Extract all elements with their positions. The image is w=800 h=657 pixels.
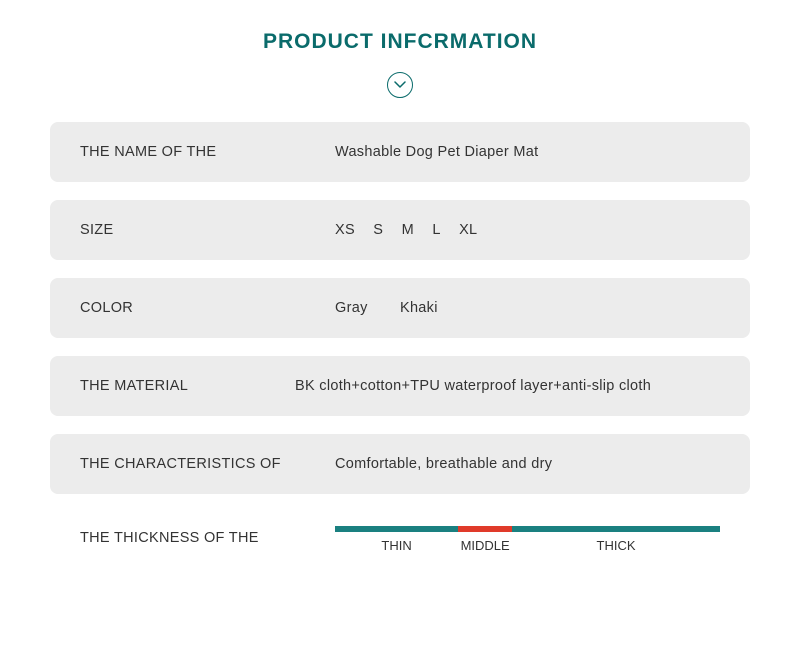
- thickness-ticks: THIN MIDDLE THICK: [335, 538, 720, 553]
- size-opt: XL: [459, 222, 477, 238]
- thickness-tick-thin: THIN: [335, 538, 458, 553]
- page-title: PRODUCT INFCRMATION: [0, 0, 800, 54]
- row-characteristics: THE CHARACTERISTICS OF Comfortable, brea…: [50, 434, 750, 494]
- size-opt: S: [373, 222, 383, 238]
- thickness-bar: [335, 526, 720, 532]
- row-name-value: Washable Dog Pet Diaper Mat: [335, 144, 538, 160]
- thickness-tick-thick: THICK: [512, 538, 720, 553]
- row-size-value: XS S M L XL: [335, 222, 491, 238]
- row-material-label: THE MATERIAL: [80, 378, 295, 394]
- row-color: COLOR Gray Khaki: [50, 278, 750, 338]
- row-thickness-label: THE THICKNESS OF THE: [80, 526, 335, 546]
- info-rows: THE NAME OF THE Washable Dog Pet Diaper …: [50, 122, 750, 553]
- row-color-value: Gray Khaki: [335, 300, 466, 316]
- size-opt: XS: [335, 222, 355, 238]
- row-color-label: COLOR: [80, 300, 335, 316]
- chevron-down-icon: [387, 72, 413, 98]
- row-characteristics-label: THE CHARACTERISTICS OF: [80, 456, 335, 472]
- row-size: SIZE XS S M L XL: [50, 200, 750, 260]
- thickness-tick-middle: MIDDLE: [458, 538, 512, 553]
- row-material: THE MATERIAL BK cloth+cotton+TPU waterpr…: [50, 356, 750, 416]
- row-material-value: BK cloth+cotton+TPU waterproof layer+ant…: [295, 378, 651, 394]
- row-characteristics-value: Comfortable, breathable and dry: [335, 456, 552, 472]
- row-size-label: SIZE: [80, 222, 335, 238]
- row-thickness: THE THICKNESS OF THE THIN MIDDLE THICK: [50, 512, 750, 553]
- thickness-gauge: THIN MIDDLE THICK: [335, 526, 720, 553]
- thickness-segment: [335, 526, 458, 532]
- color-opt: Khaki: [400, 300, 438, 316]
- row-name-label: THE NAME OF THE: [80, 144, 335, 160]
- color-opt: Gray: [335, 300, 368, 316]
- thickness-segment: [512, 526, 720, 532]
- row-name: THE NAME OF THE Washable Dog Pet Diaper …: [50, 122, 750, 182]
- size-opt: M: [402, 222, 414, 238]
- thickness-segment: [458, 526, 512, 532]
- size-opt: L: [432, 222, 440, 238]
- chevron-down-wrapper: [0, 72, 800, 98]
